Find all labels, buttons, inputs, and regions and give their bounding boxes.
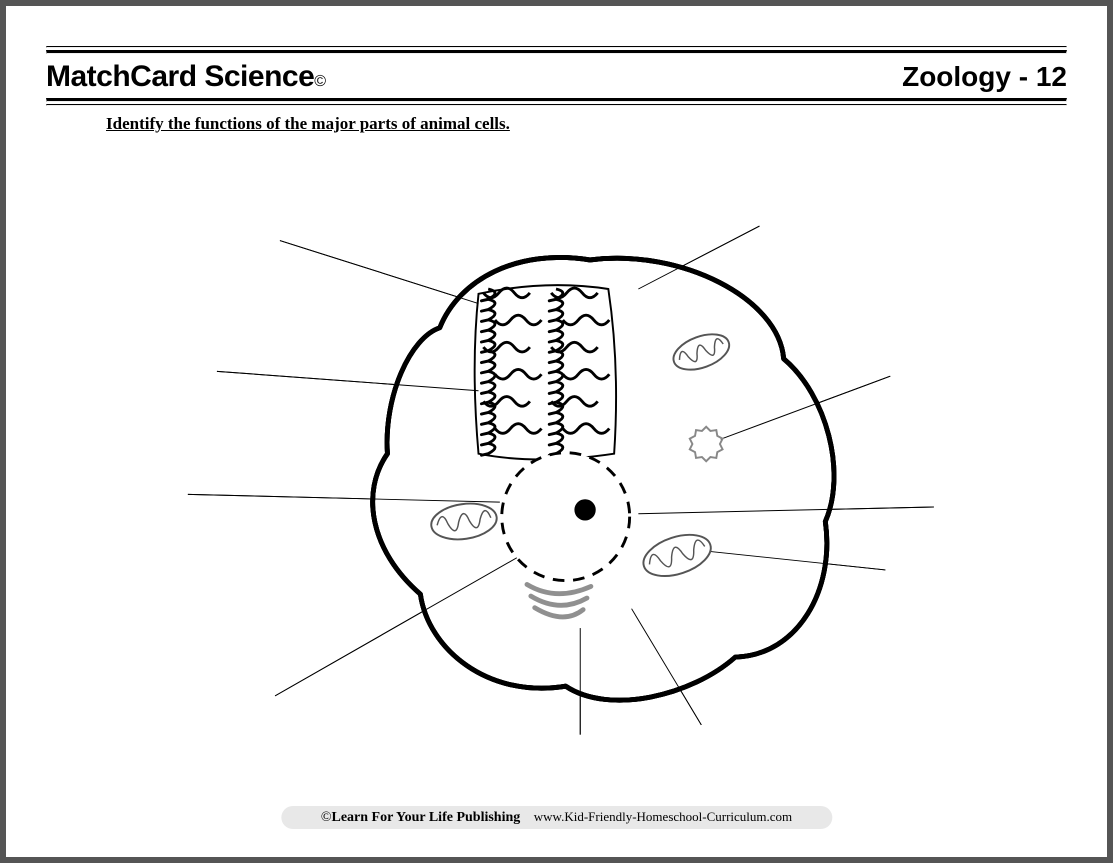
footer: ©Learn For Your Life Publishing www.Kid-… <box>281 806 832 829</box>
cell-svg <box>46 134 1067 754</box>
title-left: MatchCard Science© <box>46 60 326 94</box>
title-copyright: © <box>314 73 325 90</box>
header: MatchCard Science© Zoology - 12 <box>46 56 1067 96</box>
title-left-text: MatchCard Science <box>46 60 314 93</box>
footer-url: www.Kid-Friendly-Homeschool-Curriculum.c… <box>534 809 792 824</box>
rule-bottom-thin <box>46 104 1067 106</box>
title-right: Zoology - 12 <box>902 61 1067 93</box>
footer-copyright: © <box>321 810 332 825</box>
rule-bottom-thick <box>46 98 1067 102</box>
instruction-text: Identify the functions of the major part… <box>106 114 1067 134</box>
cell-diagram <box>46 134 1067 754</box>
worksheet-page: MatchCard Science© Zoology - 12 Identify… <box>6 6 1107 857</box>
footer-publisher: Learn For Your Life Publishing <box>331 810 520 825</box>
rule-top-thick <box>46 50 1067 54</box>
rule-top-thin <box>46 46 1067 48</box>
